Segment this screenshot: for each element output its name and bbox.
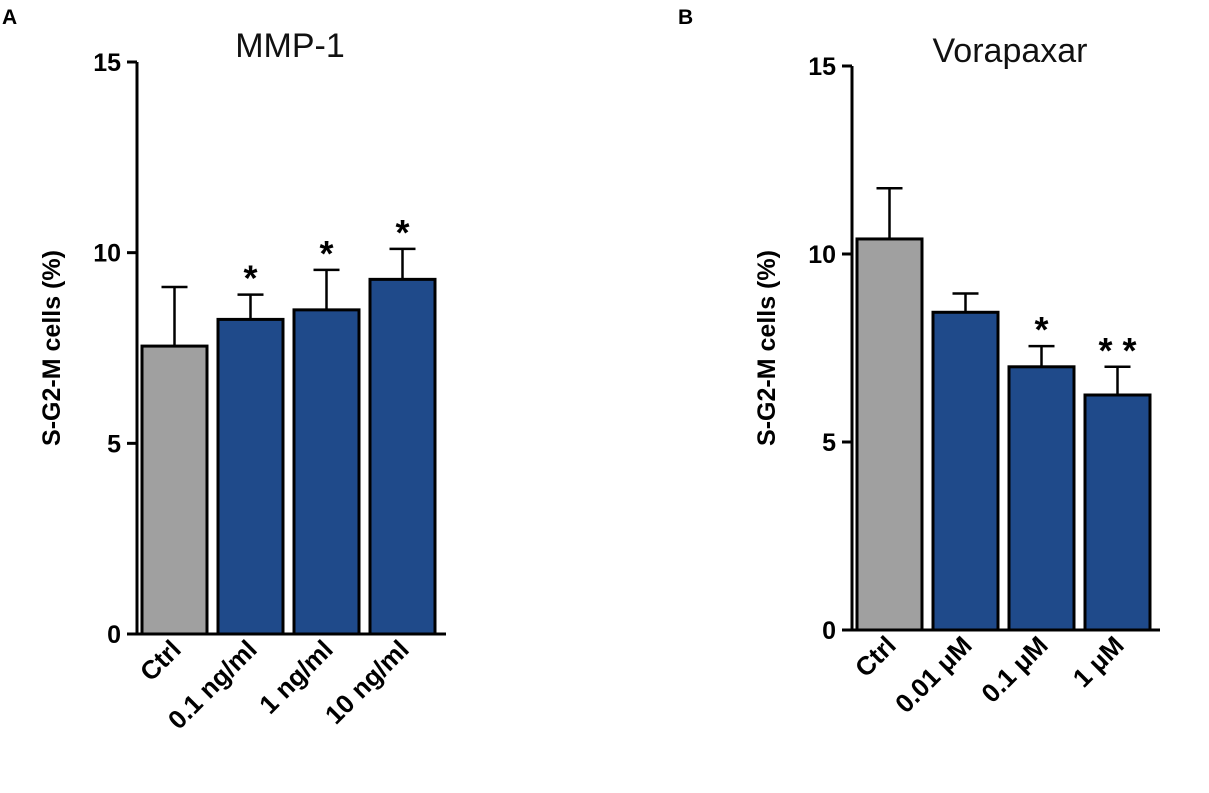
- chart-title: MMP-1: [235, 27, 345, 65]
- y-tick-label: 5: [107, 430, 121, 458]
- y-axis-label: S-G2-M cells (%): [753, 250, 781, 446]
- y-tick-label: 10: [808, 241, 836, 269]
- significance-marker: * *: [1098, 330, 1136, 371]
- chart-title: Vorapaxar: [933, 32, 1088, 70]
- panel-b-letter: B: [678, 6, 693, 29]
- y-tick-label: 5: [822, 429, 836, 457]
- significance-marker: *: [395, 212, 409, 253]
- x-category-label: 0.01 μM: [889, 630, 978, 719]
- y-tick-label: 0: [822, 617, 836, 645]
- x-category-label: Ctrl: [134, 634, 187, 687]
- significance-marker: *: [1034, 309, 1048, 350]
- significance-marker: *: [243, 258, 257, 299]
- x-category-label: 1 μM: [1067, 630, 1130, 693]
- x-category-label: 0.1 μM: [975, 630, 1053, 708]
- y-axis-label: S-G2-M cells (%): [38, 250, 66, 446]
- panel-b-chart: Vorapaxar S-G2-M cells (%) 0 5 10 15 Ctrl0.01 …: [753, 32, 1160, 719]
- bar: [140, 344, 209, 636]
- x-category-label: 10 ng/ml: [319, 634, 415, 730]
- bar: [216, 317, 285, 636]
- significance-marker: *: [319, 233, 333, 274]
- bar: [1083, 393, 1152, 632]
- y-tick-label: 10: [93, 240, 121, 268]
- y-tick-label: 15: [808, 53, 836, 81]
- panel-a-letter: A: [2, 6, 17, 29]
- bar: [931, 310, 1000, 632]
- y-tick-label: 15: [93, 49, 121, 77]
- bar: [292, 308, 361, 636]
- x-category-label: Ctrl: [849, 630, 902, 683]
- y-tick-label: 0: [107, 621, 121, 649]
- bar: [368, 277, 437, 636]
- bar: [855, 237, 924, 632]
- bar: [1007, 365, 1076, 632]
